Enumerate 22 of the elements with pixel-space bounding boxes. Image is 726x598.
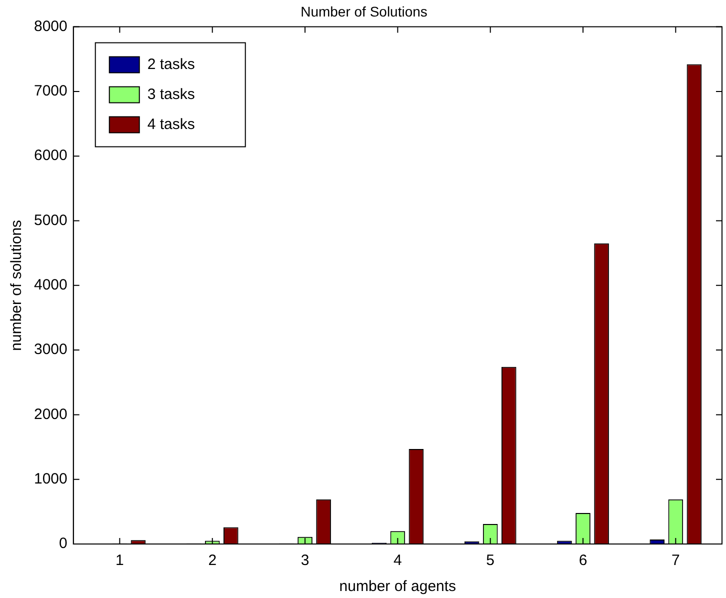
y-tick-label: 2000 [34,406,68,423]
y-tick-label: 5000 [34,212,68,229]
y-tick-label: 7000 [34,82,68,100]
chart-title: Number of Solutions [300,3,428,20]
x-tick-label: 4 [394,552,402,570]
y-tick-label: 1000 [34,470,68,488]
x-tick-label: 6 [578,552,588,570]
legend-label: 3 tasks [147,86,195,103]
y-tick-label: 4000 [34,276,68,294]
y-tick-label: 3000 [34,341,68,358]
x-axis-title: number of agents [339,578,456,596]
x-tick-label: 2 [208,552,217,570]
x-tick-label: 7 [671,552,680,570]
legend-label: 2 tasks [147,56,195,73]
x-tick-label: 3 [300,552,310,570]
x-tick-label: 1 [116,552,124,570]
y-tick-label: 0 [59,535,68,552]
x-tick-label: 5 [486,552,495,570]
legend-label: 4 tasks [147,116,195,133]
y-axis-title: number of solutions [8,220,26,351]
y-tick-label: 6000 [34,147,68,164]
y-tick-label: 8000 [34,18,68,35]
